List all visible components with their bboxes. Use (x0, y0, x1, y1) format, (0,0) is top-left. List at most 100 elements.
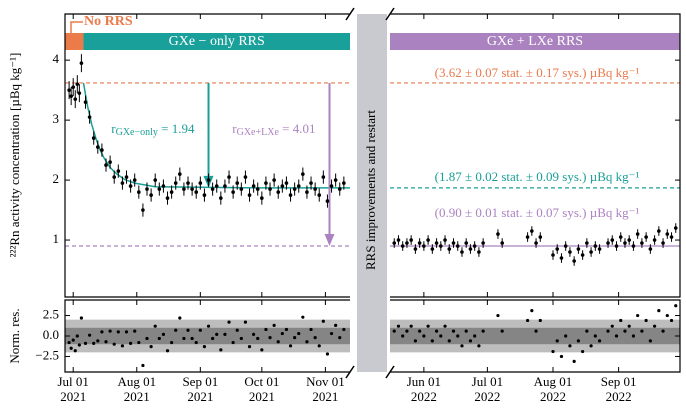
data-point (149, 193, 153, 197)
residual-point (648, 339, 652, 343)
reference-label: (3.62 ± 0.07 stat. ± 0.17 sys.) µBq kg⁻¹ (435, 65, 640, 80)
data-point (589, 250, 593, 254)
data-point (405, 241, 409, 245)
data-point (75, 82, 80, 86)
x-tick-label: Nov 01 (306, 374, 345, 389)
data-point (219, 196, 223, 200)
data-point (673, 226, 678, 230)
data-point (79, 61, 84, 65)
data-point (231, 190, 235, 194)
data-point (640, 241, 644, 245)
residual-point (190, 336, 194, 341)
residual-point (317, 344, 321, 348)
residual-point (443, 324, 447, 328)
data-point (137, 190, 141, 194)
data-point (417, 241, 422, 245)
data-point (534, 241, 538, 245)
residual-point (401, 334, 405, 338)
residual-point (112, 342, 116, 346)
data-point (635, 232, 640, 236)
phase-bar (390, 33, 680, 50)
residual-point (451, 329, 456, 333)
data-point (182, 187, 186, 191)
residual-point (396, 324, 401, 328)
residual-point (75, 334, 79, 338)
data-point (333, 178, 338, 182)
residual-point (108, 329, 112, 333)
residual-point (640, 329, 644, 333)
residual-point (309, 327, 313, 332)
data-point (525, 235, 530, 239)
arrow-label-text: = 1.94 (158, 121, 195, 136)
data-point (104, 163, 108, 167)
data-point (83, 100, 88, 104)
residual-y-tick-label: −2.5 (35, 347, 59, 362)
data-point (337, 187, 342, 191)
data-point (296, 184, 301, 188)
residual-point (477, 344, 481, 348)
data-point (292, 187, 297, 191)
residual-point (334, 323, 338, 327)
data-point (555, 247, 560, 251)
data-point (430, 247, 435, 251)
data-point (559, 256, 564, 260)
residual-point (83, 341, 88, 345)
data-point (392, 241, 397, 245)
residual-point (481, 329, 485, 333)
data-point (644, 235, 648, 239)
data-point (178, 172, 182, 176)
residual-point (652, 324, 657, 328)
phase-bracket (70, 21, 83, 33)
residual-point (422, 334, 426, 338)
axis-frame (390, 299, 681, 373)
data-point (447, 247, 452, 251)
data-point (288, 193, 293, 197)
data-point (124, 175, 129, 179)
residual-point (157, 336, 161, 341)
data-point (309, 181, 313, 185)
y-tick-label: 4 (53, 51, 60, 66)
data-point (145, 187, 149, 191)
data-point (631, 244, 636, 248)
data-point (477, 250, 481, 254)
data-point (251, 184, 256, 188)
residual-point (69, 346, 73, 350)
phase-bar (83, 33, 350, 50)
residual-point (137, 340, 141, 345)
x-tick-year: 2021 (124, 389, 150, 404)
phase-bar (65, 33, 84, 50)
residual-point (100, 330, 104, 334)
data-point (593, 244, 598, 248)
residual-point (430, 339, 434, 343)
residual-point (174, 328, 178, 332)
residual-point (496, 313, 500, 318)
residual-point (669, 318, 674, 323)
residual-point (206, 324, 211, 328)
residual-point (623, 329, 627, 333)
residual-point (301, 315, 305, 319)
data-point (223, 184, 227, 188)
data-point (206, 178, 211, 182)
data-point (652, 238, 657, 242)
residual-point (534, 329, 538, 333)
x-tick-label: Sep 01 (601, 374, 637, 389)
residual-point (555, 339, 559, 343)
data-point (313, 187, 317, 191)
residual-point (202, 345, 207, 349)
residual-point (597, 339, 602, 343)
data-point (576, 247, 581, 251)
residual-point (631, 334, 636, 338)
data-point (443, 238, 447, 242)
data-point (464, 241, 469, 245)
data-point (210, 187, 215, 191)
data-point (468, 247, 473, 251)
data-point (91, 136, 96, 140)
gap-band (357, 14, 387, 372)
x-tick-label: Aug 01 (117, 374, 156, 389)
x-tick-label: Aug 01 (534, 374, 573, 389)
residual-point (426, 324, 430, 328)
residual-point (243, 320, 248, 324)
data-point (280, 184, 285, 188)
data-point (116, 169, 121, 173)
residual-point (215, 332, 219, 336)
